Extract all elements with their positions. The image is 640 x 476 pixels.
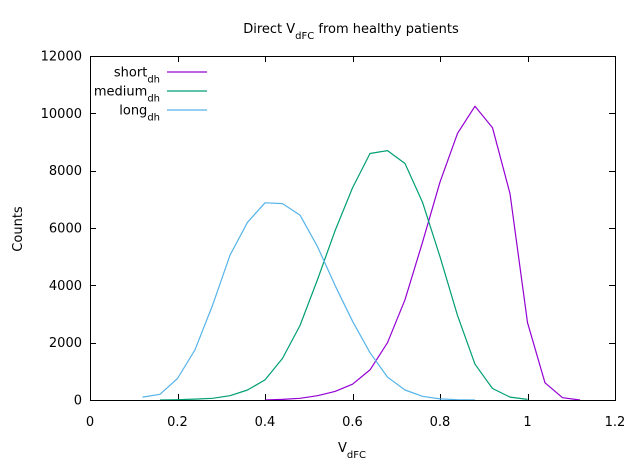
series-line-short <box>264 105 581 401</box>
x-tick-label: 1.2 <box>605 415 626 430</box>
x-tick-label: 1 <box>523 415 531 430</box>
y-tick-label: 10000 <box>41 107 82 122</box>
legend-label: longdh <box>119 104 160 124</box>
legend-label: shortdh <box>114 66 160 86</box>
plot-frame <box>90 56 616 401</box>
x-tick-label: 0.4 <box>255 415 276 430</box>
y-tick-label: 2000 <box>49 336 82 351</box>
series-line-medium <box>159 150 528 401</box>
series-lines <box>142 105 581 401</box>
x-tick-label: 0 <box>86 415 94 430</box>
y-tick-label: 8000 <box>49 164 82 179</box>
x-axis-ticks: 0 0.2 0.4 0.6 0.8 1 1.2 <box>86 56 625 430</box>
y-tick-label: 6000 <box>49 222 82 237</box>
series-line-long <box>142 202 476 401</box>
y-axis-ticks: 0 2000 4000 6000 8000 10000 12000 <box>41 50 615 409</box>
y-tick-label: 12000 <box>41 50 82 65</box>
x-tick-label: 0.2 <box>167 415 188 430</box>
y-tick-label: 4000 <box>49 279 82 294</box>
y-tick-label: 0 <box>74 394 82 409</box>
x-axis-label: VdFC <box>338 441 366 461</box>
chart-title: Direct VdFC from healthy patients <box>243 22 459 42</box>
x-tick-label: 0.8 <box>430 415 451 430</box>
y-axis-label: Counts <box>11 206 26 252</box>
legend-label: mediumdh <box>94 85 160 105</box>
x-tick-label: 0.6 <box>342 415 363 430</box>
